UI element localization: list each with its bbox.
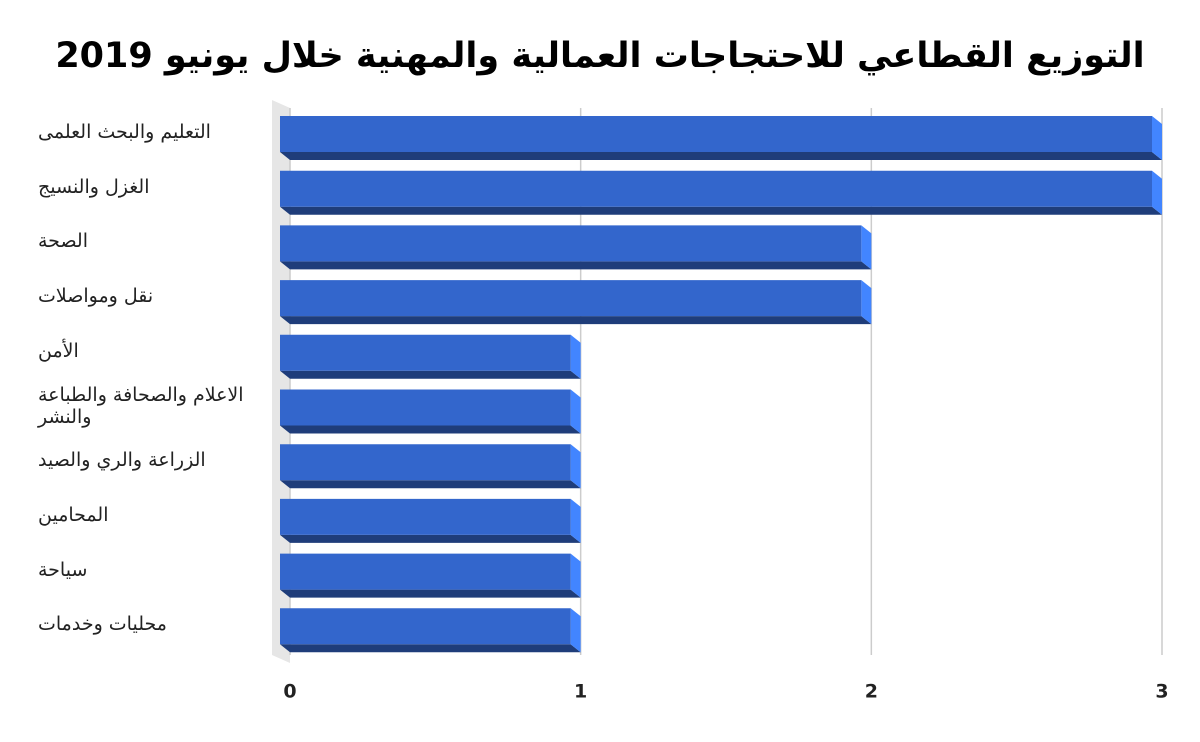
y-tick-label: الأمن (38, 339, 79, 362)
bar-front (280, 334, 571, 371)
y-tick-label: سياحة (38, 558, 88, 581)
y-tick-label: الزراعة والري والصيد (38, 449, 206, 472)
bar-bottom (280, 480, 581, 489)
y-tick-label: نقل ومواصلات (38, 285, 154, 308)
bar-side (1152, 116, 1162, 160)
bar-front (280, 389, 571, 426)
bar-bottom (280, 206, 1162, 215)
bar (280, 116, 1162, 160)
bar-front (280, 553, 571, 590)
y-tick-label: محليات وخدمات (38, 613, 167, 636)
bar-bottom (280, 261, 872, 270)
bar-side (1152, 170, 1162, 215)
bar-side (570, 389, 581, 434)
bar-bottom (280, 534, 581, 543)
y-tick-label: الاعلام والصحافة والطباعة والنشر (38, 383, 244, 428)
bar (280, 389, 581, 434)
y-tick-label: التعليم والبحث العلمى (38, 121, 211, 143)
bar-side (570, 553, 581, 598)
bar (280, 553, 581, 598)
bar-front (280, 116, 1152, 152)
bar-front (280, 608, 571, 645)
y-tick-label: الغزل والنسيج (38, 175, 150, 198)
bar (280, 170, 1162, 215)
bar-bottom (280, 370, 581, 379)
bar-side (570, 334, 581, 379)
bar-side (570, 608, 581, 653)
bar (280, 498, 581, 543)
bar-front (280, 170, 1152, 207)
x-tick-label: 1 (574, 681, 587, 703)
bar (280, 280, 872, 325)
y-tick-label: الصحة (38, 230, 88, 253)
x-tick-label: 3 (1155, 681, 1168, 703)
bar-front (280, 225, 862, 262)
bar (280, 334, 581, 379)
bar-front (280, 280, 862, 317)
y-tick-label: المحامين (38, 503, 109, 526)
bar (280, 225, 872, 270)
bar-side (861, 225, 872, 270)
bar-bottom (280, 589, 581, 598)
bar-side (570, 444, 581, 489)
bar-bottom (280, 644, 581, 653)
bar-front (280, 498, 571, 535)
bar (280, 444, 581, 489)
x-tick-label: 0 (283, 681, 296, 703)
bar-bottom (280, 152, 1162, 160)
bar (280, 608, 581, 653)
bar-side (861, 280, 872, 325)
x-tick-label: 2 (865, 681, 878, 703)
chart-title: التوزيع القطاعي للاحتجاجات العمالية والم… (55, 36, 1144, 76)
bar-front (280, 444, 571, 481)
bar-side (570, 498, 581, 543)
bar-bottom (280, 316, 872, 325)
bar-bottom (280, 425, 581, 434)
